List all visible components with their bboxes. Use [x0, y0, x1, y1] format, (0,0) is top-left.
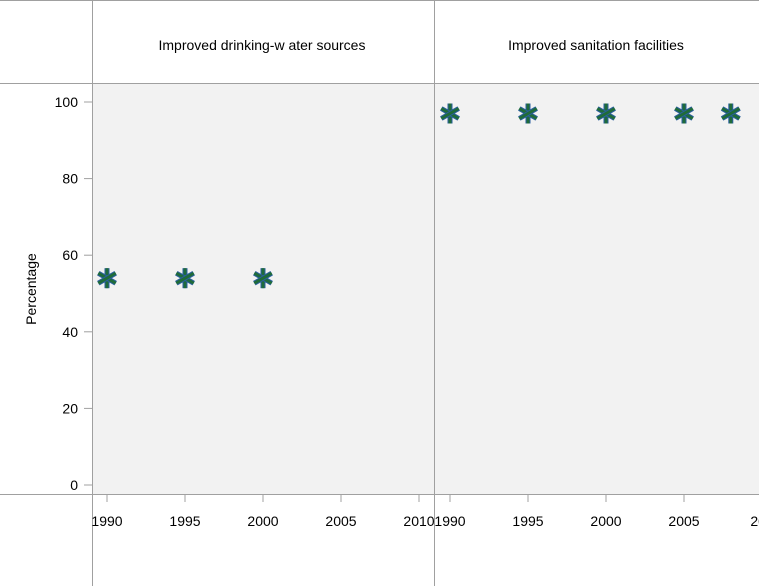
asterisk-marker	[674, 103, 694, 124]
asterisk-marker	[720, 103, 741, 124]
panel-1-background	[92, 83, 434, 494]
y-ticks: 0 20 40 60 80 100	[55, 94, 92, 493]
x-tick-label: 1995	[512, 513, 543, 529]
x-tick-label: 2000	[247, 513, 278, 529]
x-tick-label: 2005	[325, 513, 356, 529]
x-tick-label: 1990	[434, 513, 465, 529]
x-tick-label: 1990	[91, 513, 122, 529]
y-tick-label: 60	[62, 247, 78, 263]
asterisk-marker	[175, 268, 195, 289]
y-axis-label: Percentage	[23, 253, 39, 325]
x-tick-label: 2010	[403, 513, 434, 529]
panel-2-background	[434, 83, 759, 494]
x-tick-label: 201	[750, 513, 759, 529]
y-tick-label: 100	[55, 94, 79, 110]
data-points	[97, 103, 741, 289]
x-tick-label: 2005	[668, 513, 699, 529]
panel-2-title: Improved sanitation facilities	[508, 37, 684, 53]
asterisk-marker	[518, 103, 538, 124]
asterisk-marker	[440, 103, 460, 124]
asterisk-marker	[97, 268, 117, 289]
asterisk-marker	[253, 268, 273, 289]
y-tick-label: 80	[62, 171, 78, 187]
header-strip	[0, 0, 759, 83]
asterisk-marker	[596, 103, 616, 124]
y-tick-label: 0	[70, 477, 78, 493]
y-tick-label: 40	[62, 324, 78, 340]
x-ticks: 199019952000200520101990199520002005201	[91, 494, 759, 529]
y-tick-label: 20	[62, 400, 78, 416]
x-tick-label: 2000	[590, 513, 621, 529]
x-tick-label: 1995	[169, 513, 200, 529]
panel-1-title: Improved drinking-w ater sources	[159, 37, 366, 53]
